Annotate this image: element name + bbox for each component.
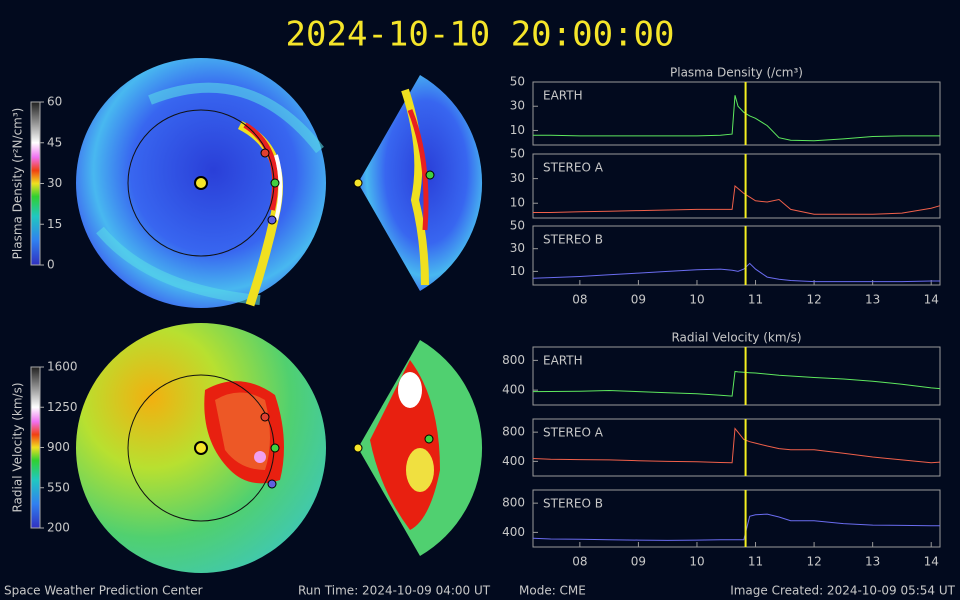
panel — [532, 489, 941, 548]
colorbar — [30, 366, 41, 529]
colorbar-tick-label: 200 — [47, 521, 70, 535]
colorbar-tick-label: 1250 — [47, 400, 78, 414]
colorbar — [30, 101, 41, 266]
panel-title: Plasma Density (/cm³) — [670, 66, 803, 80]
colorbar-tick-label: 1600 — [47, 360, 78, 374]
y-tick-label: 30 — [510, 171, 525, 185]
y-tick-label: 800 — [502, 425, 525, 439]
series-name: STEREO A — [543, 426, 604, 440]
colorbar-tick-label: 30 — [47, 176, 62, 190]
x-tick-label: 14 — [924, 555, 939, 569]
colorbar-label: Plasma Density (r²N/cm³) — [11, 108, 25, 260]
panel-title: Radial Velocity (km/s) — [671, 331, 801, 345]
y-tick-label: 800 — [502, 496, 525, 510]
x-tick-label: 13 — [865, 293, 880, 307]
y-tick-label: 800 — [502, 353, 525, 367]
y-tick-label: 400 — [502, 383, 525, 397]
colorbar-tick-label: 15 — [47, 217, 62, 231]
x-tick-label: 08 — [572, 555, 587, 569]
series-line — [532, 262, 940, 283]
x-tick-label: 13 — [865, 555, 880, 569]
colorbar-tick-label: 60 — [47, 95, 62, 109]
series-line — [532, 513, 940, 541]
x-tick-label: 09 — [631, 293, 646, 307]
series-line — [533, 95, 940, 142]
panel — [532, 418, 941, 477]
y-tick-label: 30 — [510, 241, 525, 255]
y-tick-label: 10 — [510, 123, 525, 137]
y-tick-label: 400 — [502, 454, 525, 468]
title: 2024-10-10 20:00:00 — [286, 15, 675, 55]
panel — [532, 346, 941, 406]
x-tick-label: 08 — [572, 293, 587, 307]
velocity-images — [76, 323, 483, 573]
x-tick-label: 09 — [631, 555, 646, 569]
y-tick-label: 10 — [510, 264, 525, 278]
series-line — [532, 427, 941, 464]
x-tick-label: 12 — [806, 555, 821, 569]
y-tick-label: 10 — [510, 196, 525, 210]
panel — [532, 81, 941, 146]
colorbar-tick-label: 900 — [47, 440, 70, 454]
x-tick-label: 14 — [924, 293, 939, 307]
y-tick-label: 400 — [502, 525, 525, 539]
colorbar-label: Radial Velocity (km/s) — [11, 382, 25, 512]
series-name: STEREO B — [543, 233, 603, 247]
y-tick-label: 50 — [510, 75, 525, 89]
density-images — [76, 58, 483, 308]
colorbar-tick-label: 550 — [47, 480, 70, 494]
x-tick-label: 10 — [689, 293, 704, 307]
series-line — [532, 370, 941, 397]
y-tick-label: 30 — [510, 99, 525, 113]
colorbar-tick-label: 45 — [47, 135, 62, 149]
footer-left: Space Weather Prediction Center — [4, 584, 203, 598]
mode: Mode: CME — [519, 584, 586, 598]
run-time: Run Time: 2024-10-09 04:00 UT — [298, 584, 491, 598]
y-tick-label: 50 — [510, 147, 525, 161]
series-name: EARTH — [543, 89, 583, 103]
image-created: Image Created: 2024-10-09 05:54 UT — [730, 584, 955, 598]
series-name: EARTH — [543, 354, 583, 368]
x-tick-label: 10 — [689, 555, 704, 569]
x-tick-label: 11 — [748, 555, 763, 569]
series-name: STEREO B — [543, 497, 603, 511]
x-tick-label: 11 — [748, 293, 763, 307]
panel — [532, 153, 941, 219]
series-line — [533, 185, 941, 215]
colorbar-tick-label: 0 — [47, 258, 55, 272]
series-name: STEREO A — [543, 161, 604, 175]
y-tick-label: 50 — [510, 219, 525, 233]
x-tick-label: 12 — [806, 293, 821, 307]
